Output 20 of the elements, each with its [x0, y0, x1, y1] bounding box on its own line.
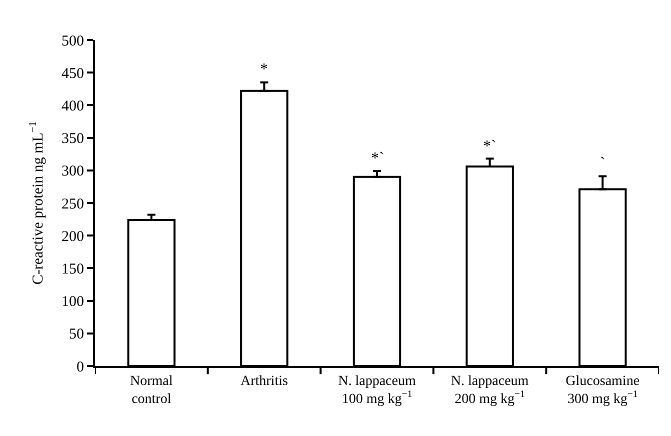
x-tick-label: Glucosamine 300 mg kg$^{−1}$ [566, 374, 640, 407]
y-tick-label: 0 [76, 359, 84, 376]
x-tick-label: Normal control [130, 374, 173, 407]
x-tick-label: N. lappaceum 200 mg kg$^{−1}$ [450, 374, 529, 407]
y-tick-label: 300 [62, 164, 84, 180]
y-tick-label: 200 [62, 228, 84, 245]
y-tick-label: 250 [62, 196, 84, 212]
x-tick-label: Arthritis [240, 374, 288, 389]
annotation: * [260, 61, 268, 78]
y-tick-label: 450 [62, 66, 84, 82]
y-tick-label: 400 [62, 98, 84, 114]
x-tick-label: N. lappaceum 100 mg kg$^{−1}$ [338, 374, 416, 407]
y-tick-label: 150 [62, 261, 84, 278]
y-tick-label: 100 [62, 294, 84, 310]
y-tick-label: 350 [62, 131, 84, 148]
annotation: *` [483, 138, 496, 155]
y-tick-label: 50 [69, 326, 84, 343]
annotation: *` [371, 150, 384, 167]
y-tick-label: 500 [62, 33, 84, 50]
annotation: ` [600, 155, 606, 172]
